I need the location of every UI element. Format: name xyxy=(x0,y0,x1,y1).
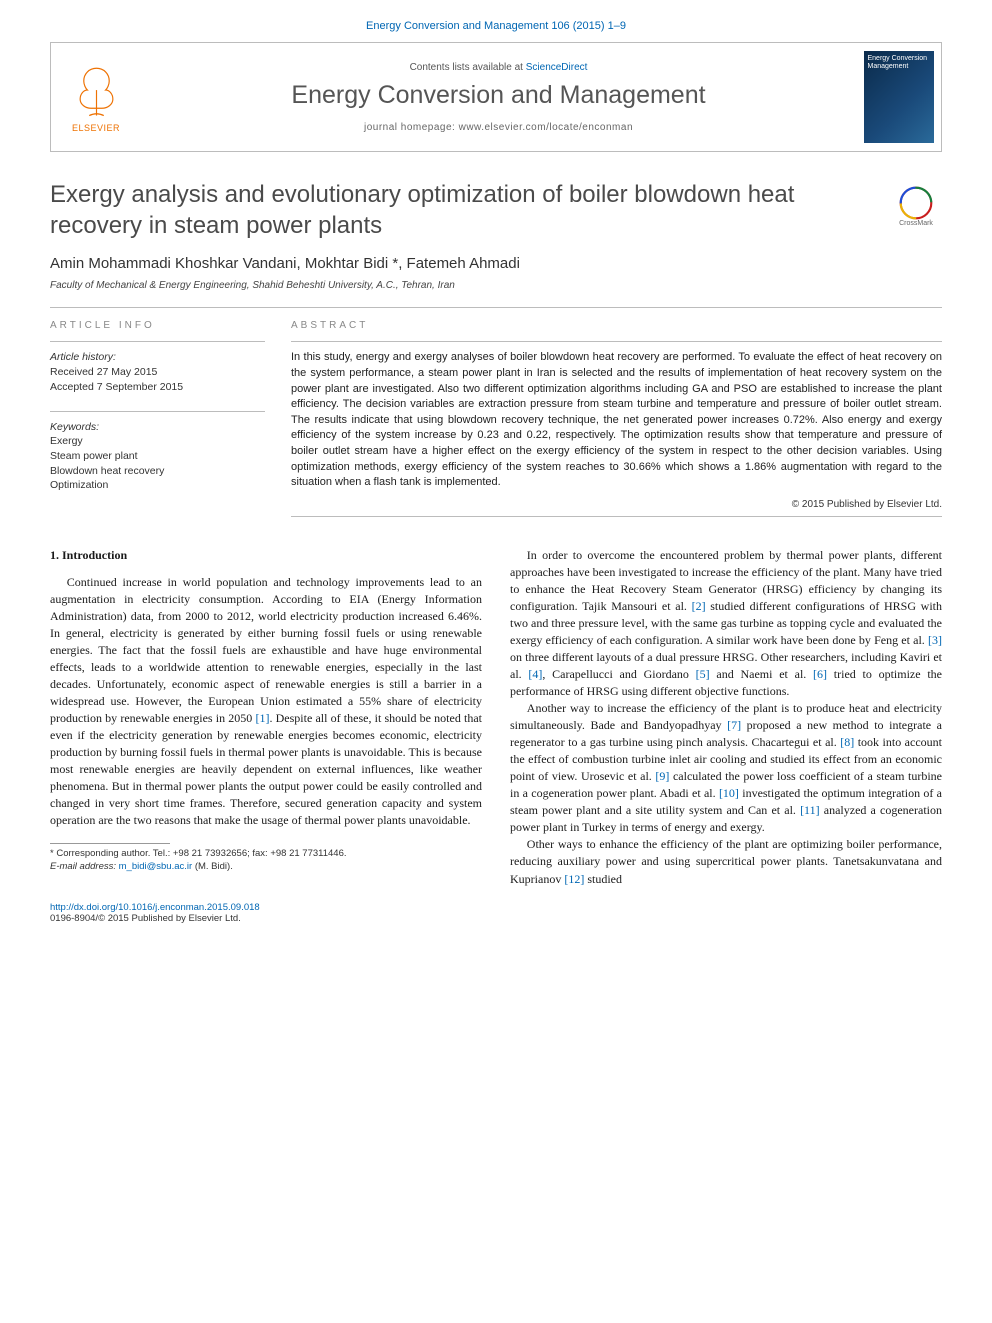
article-history: Article history: Received 27 May 2015 Ac… xyxy=(50,350,265,394)
citation-ref[interactable]: [10] xyxy=(719,786,739,800)
author-list: Amin Mohammadi Khoshkar Vandani, Mokhtar… xyxy=(50,255,942,272)
abstract-label: ABSTRACT xyxy=(291,320,942,331)
received-date: Received 27 May 2015 xyxy=(50,365,265,380)
keywords-block: Keywords: Exergy Steam power plant Blowd… xyxy=(50,420,265,493)
citation-ref[interactable]: [7] xyxy=(727,718,741,732)
divider xyxy=(50,341,265,342)
body-two-column: 1. Introduction Continued increase in wo… xyxy=(50,547,942,888)
banner-center: Contents lists available at ScienceDirec… xyxy=(141,56,856,139)
divider xyxy=(291,341,942,342)
citation-ref[interactable]: [8] xyxy=(840,735,854,749)
keywords-heading: Keywords: xyxy=(50,420,265,435)
email-link[interactable]: m_bidi@sbu.ac.ir xyxy=(119,861,193,872)
sciencedirect-link[interactable]: ScienceDirect xyxy=(526,62,588,73)
page-footer: http://dx.doi.org/10.1016/j.enconman.201… xyxy=(50,902,942,924)
footnote-separator xyxy=(50,843,170,844)
citation-ref[interactable]: [2] xyxy=(692,599,706,613)
keyword: Optimization xyxy=(50,478,265,493)
article-info-label: ARTICLE INFO xyxy=(50,320,265,331)
crossmark-icon xyxy=(899,186,933,220)
journal-name: Energy Conversion and Management xyxy=(151,81,846,110)
article-title: Exergy analysis and evolutionary optimiz… xyxy=(50,180,878,241)
affiliation: Faculty of Mechanical & Energy Engineeri… xyxy=(50,280,942,291)
email-footnote: E-mail address: m_bidi@sbu.ac.ir (M. Bid… xyxy=(50,861,482,874)
citation-ref[interactable]: [5] xyxy=(696,667,710,681)
citation-ref[interactable]: [11] xyxy=(800,803,820,817)
body-paragraph: Continued increase in world population a… xyxy=(50,574,482,829)
publisher-name: ELSEVIER xyxy=(72,123,120,133)
doi-link[interactable]: http://dx.doi.org/10.1016/j.enconman.201… xyxy=(50,902,260,913)
journal-homepage: journal homepage: www.elsevier.com/locat… xyxy=(151,122,846,133)
email-label: E-mail address: xyxy=(50,861,119,872)
contents-available-line: Contents lists available at ScienceDirec… xyxy=(151,62,846,73)
abstract-copyright: © 2015 Published by Elsevier Ltd. xyxy=(291,499,942,510)
citation-ref[interactable]: [4] xyxy=(528,667,542,681)
keyword: Steam power plant xyxy=(50,449,265,464)
keyword: Exergy xyxy=(50,434,265,449)
citation-ref[interactable]: [9] xyxy=(655,769,669,783)
citation-header: Energy Conversion and Management 106 (20… xyxy=(50,20,942,32)
divider xyxy=(50,307,942,308)
divider xyxy=(50,411,265,412)
body-paragraph: Another way to increase the efficiency o… xyxy=(510,700,942,836)
keyword: Blowdown heat recovery xyxy=(50,464,265,479)
journal-banner: ELSEVIER Contents lists available at Sci… xyxy=(50,42,942,152)
divider xyxy=(291,516,942,517)
elsevier-tree-icon xyxy=(69,61,124,121)
citation-ref[interactable]: [3] xyxy=(928,633,942,647)
citation-ref[interactable]: [12] xyxy=(564,872,584,886)
abstract-text: In this study, energy and exergy analyse… xyxy=(291,350,942,490)
journal-cover-block: Energy Conversion Management xyxy=(856,43,941,151)
contents-prefix: Contents lists available at xyxy=(410,62,526,73)
body-paragraph: In order to overcome the encountered pro… xyxy=(510,547,942,700)
citation-ref[interactable]: [6] xyxy=(813,667,827,681)
email-suffix: (M. Bidi). xyxy=(192,861,233,872)
abstract-column: ABSTRACT In this study, energy and exerg… xyxy=(291,320,942,516)
article-info-column: ARTICLE INFO Article history: Received 2… xyxy=(50,320,265,516)
corresponding-author-footnote: * Corresponding author. Tel.: +98 21 739… xyxy=(50,848,482,861)
citation-ref[interactable]: [1] xyxy=(255,711,269,725)
publisher-logo-block: ELSEVIER xyxy=(51,43,141,151)
crossmark-label: CrossMark xyxy=(899,220,933,227)
section-heading-intro: 1. Introduction xyxy=(50,547,482,564)
accepted-date: Accepted 7 September 2015 xyxy=(50,380,265,395)
crossmark-badge[interactable]: CrossMark xyxy=(890,180,942,232)
journal-cover-thumb: Energy Conversion Management xyxy=(864,51,934,143)
issn-copyright: 0196-8904/© 2015 Published by Elsevier L… xyxy=(50,913,241,924)
history-heading: Article history: xyxy=(50,350,265,365)
body-paragraph: Other ways to enhance the efficiency of … xyxy=(510,836,942,887)
